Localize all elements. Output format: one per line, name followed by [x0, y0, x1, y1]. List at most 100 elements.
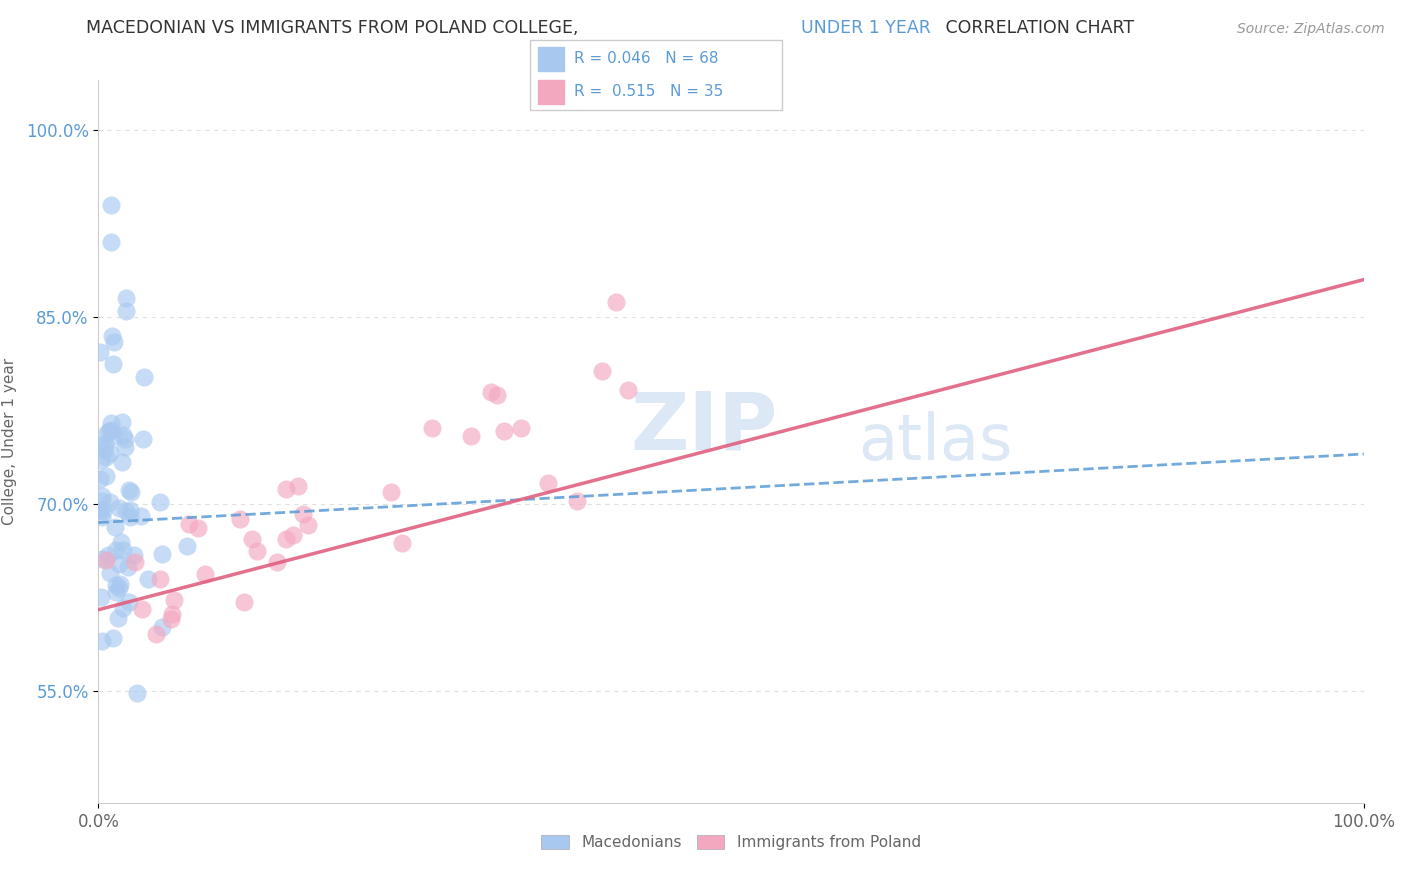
Legend: Macedonians, Immigrants from Poland: Macedonians, Immigrants from Poland: [536, 830, 927, 856]
Point: [91, 489, 114, 503]
Point: [118, 483, 141, 497]
Point: [232, 595, 254, 609]
Point: [111, 601, 134, 615]
Point: [591, 364, 613, 378]
Point: [160, 612, 183, 626]
Text: R =  0.515   N = 35: R = 0.515 N = 35: [574, 84, 723, 98]
Point: [97, 549, 120, 563]
Point: [101, 357, 124, 371]
Point: [114, 432, 136, 446]
Point: [89, 503, 111, 517]
Point: [567, 494, 589, 508]
Point: [104, 578, 127, 592]
Point: [89, 438, 111, 452]
Point: [90, 509, 112, 524]
Point: [479, 385, 502, 400]
Point: [101, 631, 124, 645]
Point: [115, 303, 138, 318]
Point: [115, 504, 138, 518]
Point: [90, 552, 112, 566]
Point: [605, 295, 627, 310]
Text: CORRELATION CHART: CORRELATION CHART: [941, 19, 1135, 37]
Point: [94, 437, 117, 451]
Point: [145, 627, 167, 641]
Point: [111, 455, 134, 469]
Point: [107, 611, 129, 625]
Point: [509, 421, 531, 435]
Point: [134, 369, 156, 384]
Point: [494, 424, 516, 438]
Point: [115, 291, 138, 305]
Point: [91, 633, 114, 648]
Point: [105, 542, 128, 557]
Point: [177, 517, 200, 532]
Point: [93, 442, 115, 456]
Point: [138, 572, 160, 586]
Point: [100, 495, 122, 509]
Point: [124, 555, 146, 569]
Point: [94, 468, 117, 483]
Point: [100, 423, 122, 437]
Point: [103, 429, 125, 443]
Point: [150, 619, 173, 633]
Point: [89, 503, 111, 517]
Point: [149, 572, 172, 586]
Point: [90, 452, 112, 467]
Point: [107, 501, 129, 516]
Point: [104, 519, 127, 533]
Point: [118, 510, 141, 524]
Text: MACEDONIAN VS IMMIGRANTS FROM POLAND COLLEGE,: MACEDONIAN VS IMMIGRANTS FROM POLAND COL…: [86, 19, 583, 37]
Point: [112, 428, 135, 442]
Point: [274, 532, 297, 546]
Point: [91, 504, 114, 518]
Point: [96, 426, 118, 441]
Point: [194, 567, 217, 582]
Text: atlas: atlas: [858, 410, 1012, 473]
Point: [129, 509, 152, 524]
Point: [266, 555, 288, 569]
Point: [122, 548, 145, 562]
Point: [537, 476, 560, 491]
Point: [617, 384, 640, 398]
Point: [100, 416, 122, 430]
Point: [240, 533, 263, 547]
Point: [420, 421, 443, 435]
Point: [112, 543, 135, 558]
Text: ZIP: ZIP: [630, 388, 778, 467]
Point: [246, 544, 269, 558]
Point: [380, 484, 402, 499]
Point: [131, 602, 153, 616]
Point: [90, 590, 112, 604]
Point: [98, 424, 121, 438]
Text: Source: ZipAtlas.com: Source: ZipAtlas.com: [1237, 22, 1385, 37]
Point: [391, 536, 413, 550]
Point: [120, 485, 142, 500]
Point: [100, 446, 122, 460]
Point: [94, 450, 117, 464]
Text: R = 0.046   N = 68: R = 0.046 N = 68: [574, 52, 718, 66]
Point: [118, 502, 141, 516]
Point: [283, 528, 305, 542]
Point: [150, 547, 173, 561]
Point: [89, 472, 111, 486]
Point: [229, 512, 252, 526]
Y-axis label: College, Under 1 year: College, Under 1 year: [3, 358, 17, 525]
Point: [118, 595, 141, 609]
Point: [94, 552, 117, 566]
Point: [486, 388, 509, 402]
Point: [103, 334, 125, 349]
Point: [149, 495, 172, 509]
Point: [104, 584, 127, 599]
Point: [287, 478, 309, 492]
Bar: [537, 47, 564, 71]
Point: [100, 235, 122, 250]
Point: [110, 535, 132, 549]
Point: [276, 482, 298, 496]
Point: [163, 592, 186, 607]
Point: [107, 557, 129, 571]
Point: [111, 415, 134, 429]
Point: [91, 494, 114, 508]
FancyBboxPatch shape: [530, 40, 782, 110]
Point: [89, 344, 111, 359]
Point: [127, 686, 149, 700]
